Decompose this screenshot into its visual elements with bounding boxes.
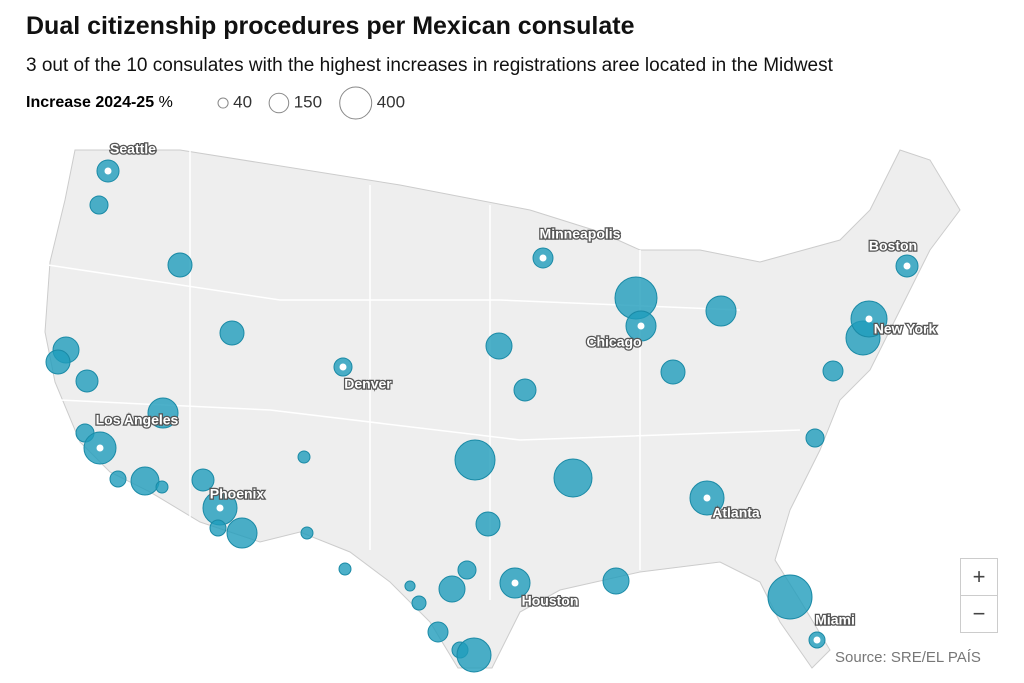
consulate-bubble xyxy=(705,295,737,327)
city-dot xyxy=(637,322,645,330)
city-dot xyxy=(813,636,821,644)
legend-unit: % xyxy=(159,94,173,111)
consulate-bubble xyxy=(660,359,686,385)
legend-label: 150 xyxy=(294,92,322,111)
city-label: Atlanta xyxy=(712,505,760,521)
consulate-bubble xyxy=(438,575,466,603)
consulate-bubble xyxy=(553,458,593,498)
consulate-bubble xyxy=(822,360,844,382)
legend-label: 400 xyxy=(377,92,405,111)
city-dot xyxy=(539,254,547,262)
city-label: Los Angeles xyxy=(96,412,179,428)
city-label: Miami xyxy=(815,612,855,628)
city-label: Minneapolis xyxy=(540,226,621,242)
consulate-bubble xyxy=(513,378,537,402)
legend-circle xyxy=(268,92,290,114)
city-dot xyxy=(511,579,519,587)
consulate-bubble xyxy=(338,562,352,576)
consulate-bubble xyxy=(475,511,501,537)
consulate-bubble xyxy=(155,480,169,494)
consulate-bubble xyxy=(209,519,227,537)
city-dot xyxy=(865,315,873,323)
bubbles xyxy=(45,159,919,673)
city-dot xyxy=(216,504,224,512)
consulate-bubble xyxy=(404,580,416,592)
city-label: Houston xyxy=(522,593,579,609)
source: Source: SRE/EL PAÍS xyxy=(835,649,981,666)
legend-circle xyxy=(339,86,373,120)
consulate-bubble xyxy=(89,195,109,215)
consulate-bubble xyxy=(297,450,311,464)
consulate-bubble xyxy=(411,595,427,611)
consulate-bubble xyxy=(456,637,492,673)
consulate-bubble xyxy=(147,397,179,429)
consulate-bubble xyxy=(457,560,477,580)
city-label: New York xyxy=(874,321,937,337)
consulate-bubble xyxy=(454,439,496,481)
consulate-bubble xyxy=(226,517,258,549)
city-dot xyxy=(96,444,104,452)
consulate-bubble xyxy=(427,621,449,643)
state-borders xyxy=(47,150,801,600)
consulate-bubble xyxy=(219,320,245,346)
title: Dual citizenship procedures per Mexican … xyxy=(26,12,635,40)
consulate-bubble xyxy=(485,332,513,360)
city-label: Seattle xyxy=(110,141,156,157)
city-dot xyxy=(703,494,711,502)
zoom-in[interactable]: + xyxy=(960,558,998,596)
labels: Seattle Los Angeles Phoenix Denver Houston Mi… xyxy=(94,139,938,644)
city-dot xyxy=(104,167,112,175)
city-dot xyxy=(903,262,911,270)
zoom-out[interactable]: − xyxy=(960,595,998,633)
city-label: Chicago xyxy=(586,334,641,350)
legend: Increase 2024-25 % xyxy=(26,94,173,111)
consulate-bubble xyxy=(767,574,813,620)
consulate-bubble xyxy=(167,252,193,278)
legend-label: 40 xyxy=(233,92,252,111)
consulate-bubble xyxy=(191,468,215,492)
city-dot xyxy=(339,363,347,371)
us-outline xyxy=(44,149,961,669)
consulate-bubble xyxy=(300,526,314,540)
city-label: Boston xyxy=(869,238,917,254)
consulate-bubble xyxy=(45,349,71,375)
city-label: Phoenix xyxy=(210,486,265,502)
subtitle: 3 out of the 10 consulates with the high… xyxy=(26,55,833,76)
consulate-bubble xyxy=(130,466,160,496)
consulate-bubble xyxy=(75,369,99,393)
legend-title: Increase 2024-25 xyxy=(26,94,154,111)
city-label: Denver xyxy=(344,376,392,392)
consulate-bubble xyxy=(109,470,127,488)
consulate-bubble xyxy=(805,428,825,448)
consulate-bubble xyxy=(602,567,630,595)
legend-circle xyxy=(217,97,229,109)
